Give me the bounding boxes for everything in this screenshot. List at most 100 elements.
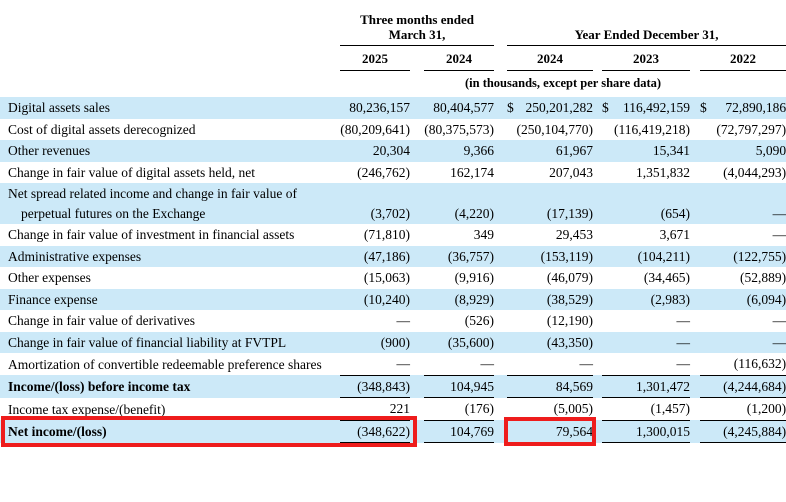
- cell-value: (52,889): [739, 270, 786, 285]
- cell-value: (35,600): [424, 331, 495, 353]
- header-group-row: Three months ended March 31, Year Ended …: [0, 0, 786, 46]
- header-label-spacer: [0, 0, 340, 46]
- cell-value: (72,797,297): [716, 121, 786, 137]
- cell-value: (36,757): [424, 245, 495, 267]
- cell-value: —: [700, 183, 786, 224]
- table-row: Cost of digital assets derecognized (80,2…: [0, 119, 786, 141]
- column-gap: [690, 245, 701, 267]
- row-label: Change in fair value of financial liabil…: [0, 331, 340, 353]
- cell-value: 1,301,472: [602, 375, 691, 398]
- header-year-row: 2025 2024 2024 2023 2022: [0, 45, 786, 71]
- group-label-line2: March 31,: [388, 27, 446, 42]
- column-gap: [410, 331, 424, 353]
- cell-value: (12,190): [546, 313, 594, 328]
- year-header-2024: 2024: [507, 45, 594, 71]
- cell-value: (80,209,641): [340, 121, 410, 137]
- cell-value: —: [602, 331, 691, 353]
- column-gap: [690, 97, 701, 119]
- column-gap: [410, 353, 424, 375]
- table-row: Income tax expense/(benefit) 221 (176) (5,0…: [0, 397, 786, 421]
- column-gap: [593, 310, 602, 332]
- column-gap: [690, 119, 700, 141]
- column-gap: [494, 245, 508, 267]
- row-label: Change in fair value of investment in fi…: [8, 227, 295, 242]
- cell-value: 61,967: [507, 140, 594, 162]
- cell-value: 84,569: [507, 375, 594, 398]
- column-gap: [494, 331, 508, 353]
- row-label: Amortization of convertible redeemable p…: [8, 356, 322, 372]
- table-row: Net spread related income and change in …: [0, 183, 786, 224]
- column-group-three-months: Three months ended March 31,: [340, 0, 495, 46]
- income-statement-table: Three months ended March 31, Year Ended …: [0, 0, 786, 443]
- column-gap: [410, 398, 424, 421]
- column-gap: [494, 288, 508, 310]
- cell-value: 5,090: [700, 140, 786, 162]
- cell-value: (5,005): [507, 397, 594, 421]
- row-label: Other expenses: [8, 270, 91, 285]
- row-label: Administrative expenses: [0, 245, 340, 267]
- cell-value: —: [396, 313, 411, 328]
- row-label: Finance expense: [0, 288, 340, 310]
- cell-value: (526): [464, 313, 495, 328]
- cell-value: (43,350): [507, 331, 594, 353]
- cell-value: 79,564: [507, 420, 594, 443]
- group-label: Year Ended December 31,: [574, 27, 719, 42]
- table-row: Finance expense (10,240) (8,929) (38,529) (2…: [0, 288, 786, 310]
- currency-symbol: $: [507, 100, 514, 115]
- table-row: Other expenses (15,063) (9,916) (46,079) (34…: [0, 267, 786, 289]
- column-gap: [593, 331, 603, 353]
- column-gap: [690, 46, 700, 71]
- table-row: Administrative expenses (47,186) (36,757) (…: [0, 245, 786, 267]
- column-gap: [690, 267, 700, 289]
- cell-value: (1,200): [700, 397, 786, 421]
- column-gap: [593, 140, 603, 162]
- cell-value: 80,404,577: [424, 97, 495, 119]
- header-note-row: (in thousands, except per share data): [0, 71, 786, 98]
- column-gap: [690, 310, 700, 332]
- column-gap: [593, 375, 603, 398]
- cell-value: 104,769: [424, 420, 495, 443]
- column-gap: [593, 97, 603, 119]
- column-gap: [690, 183, 701, 224]
- column-gap: [690, 375, 701, 398]
- table-row: Change in fair value of digital assets h…: [0, 162, 786, 184]
- cell-amount: 72,890,186: [725, 100, 786, 115]
- table-row: Income/(loss) before income tax (348,843)…: [0, 375, 786, 398]
- cell-value: (4,245,884): [700, 420, 786, 443]
- column-gap: [494, 420, 508, 443]
- cell-value: 162,174: [450, 164, 495, 180]
- cell-value: 80,236,157: [340, 97, 410, 119]
- cell-amount: 116,492,159: [623, 100, 691, 115]
- column-gap: [593, 119, 602, 141]
- column-gap: [410, 97, 424, 119]
- cell-value: (122,755): [700, 245, 786, 267]
- column-gap: [593, 245, 603, 267]
- cell-value: 15,341: [602, 140, 691, 162]
- column-gap: [410, 375, 424, 398]
- cell-value: (116,419,218): [614, 121, 691, 137]
- column-gap: [494, 353, 507, 375]
- cell-value: (348,843): [340, 375, 410, 398]
- row-label: Change in fair value of digital assets h…: [8, 164, 256, 180]
- row-label: Other revenues: [0, 140, 340, 162]
- row-label: Digital assets sales: [0, 97, 340, 119]
- cell-value: (17,139): [507, 183, 594, 224]
- units-note: (in thousands, except per share data): [464, 76, 662, 90]
- table-row: Change in fair value of investment in fi…: [0, 224, 786, 246]
- cell-value: (176): [424, 397, 495, 421]
- cell-value: (80,375,573): [424, 121, 495, 137]
- cell-value: (3,702): [340, 183, 410, 224]
- cell-value: 9,366: [424, 140, 495, 162]
- group-label-line1: Three months ended: [360, 12, 474, 27]
- cell-value: (246,762): [357, 164, 410, 180]
- column-gap: [593, 224, 602, 246]
- row-label: Income tax expense/(benefit): [8, 401, 166, 417]
- cell-value: (71,810): [363, 227, 410, 242]
- column-group-year-ended: Year Ended December 31,: [507, 0, 786, 46]
- year-header-2023: 2023: [602, 45, 691, 71]
- column-gap: [494, 0, 507, 46]
- column-gap: [410, 140, 424, 162]
- column-gap: [690, 353, 700, 375]
- header-label-spacer: [0, 46, 340, 71]
- cell-value: (9,916): [454, 270, 495, 285]
